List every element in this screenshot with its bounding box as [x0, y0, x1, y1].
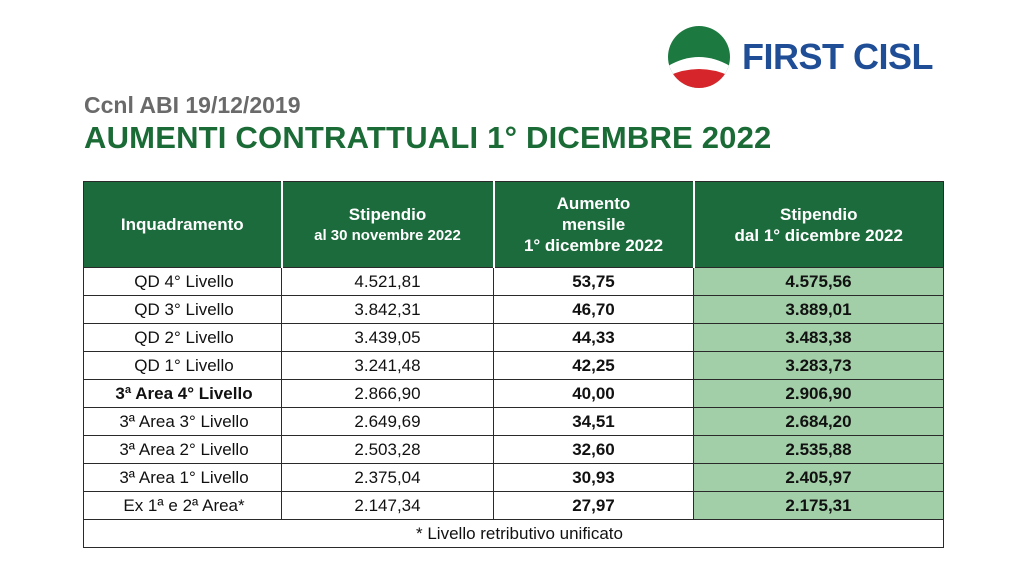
new-salary-cell: 2.175,31 [693, 491, 944, 520]
new-salary-cell: 4.575,56 [693, 267, 944, 296]
logo-text: FIRST CISL [742, 36, 934, 77]
level-cell: QD 2° Livello [83, 323, 282, 352]
table-row: QD 3° Livello 3.842,31 46,70 3.889,01 [83, 295, 944, 324]
new-salary-cell: 3.889,01 [693, 295, 944, 324]
salary-cell: 3.241,48 [281, 351, 494, 380]
new-salary-cell: 3.483,38 [693, 323, 944, 352]
new-salary-cell: 2.535,88 [693, 435, 944, 464]
table-row: QD 1° Livello 3.241,48 42,25 3.283,73 [83, 351, 944, 380]
table-row: 3ª Area 3° Livello 2.649,69 34,51 2.684,… [83, 407, 944, 436]
header-level: Inquadramento [83, 181, 283, 268]
salary-table: Inquadramento Stipendio al 30 novembre 2… [83, 181, 944, 548]
level-cell: 3ª Area 3° Livello [83, 407, 282, 436]
increase-cell: 40,00 [493, 379, 694, 408]
new-salary-cell: 2.405,97 [693, 463, 944, 492]
level-cell: Ex 1ª e 2ª Area* [83, 491, 282, 520]
table-row: QD 4° Livello 4.521,81 53,75 4.575,56 [83, 267, 944, 296]
table-row: 3ª Area 2° Livello 2.503,28 32,60 2.535,… [83, 435, 944, 464]
level-cell: 3ª Area 1° Livello [83, 463, 282, 492]
header-salary: Stipendio al 30 novembre 2022 [281, 181, 495, 268]
increase-cell: 53,75 [493, 267, 694, 296]
footnote-row: * Livello retributivo unificato [83, 519, 944, 548]
salary-cell: 3.842,31 [281, 295, 494, 324]
salary-cell: 4.521,81 [281, 267, 494, 296]
contract-subtitle: Ccnl ABI 19/12/2019 [84, 92, 301, 118]
new-salary-cell: 2.684,20 [693, 407, 944, 436]
header-new-salary: Stipendio dal 1° dicembre 2022 [693, 181, 944, 268]
table-header-row: Inquadramento Stipendio al 30 novembre 2… [83, 181, 944, 268]
page-title: AUMENTI CONTRATTUALI 1° DICEMBRE 2022 [84, 120, 772, 155]
level-cell: 3ª Area 4° Livello [83, 379, 282, 408]
level-cell: QD 4° Livello [83, 267, 282, 296]
increase-cell: 46,70 [493, 295, 694, 324]
table-row: 3ª Area 4° Livello 2.866,90 40,00 2.906,… [83, 379, 944, 408]
level-cell: QD 1° Livello [83, 351, 282, 380]
footnote: * Livello retributivo unificato [83, 519, 944, 548]
salary-cell: 2.147,34 [281, 491, 494, 520]
salary-cell: 3.439,05 [281, 323, 494, 352]
logo-emblem-icon [668, 26, 730, 88]
increase-cell: 42,25 [493, 351, 694, 380]
header-increase: Aumento mensile 1° dicembre 2022 [493, 181, 695, 268]
salary-cell: 2.375,04 [281, 463, 494, 492]
increase-cell: 32,60 [493, 435, 694, 464]
increase-cell: 44,33 [493, 323, 694, 352]
table-row: 3ª Area 1° Livello 2.375,04 30,93 2.405,… [83, 463, 944, 492]
increase-cell: 27,97 [493, 491, 694, 520]
level-cell: QD 3° Livello [83, 295, 282, 324]
increase-cell: 30,93 [493, 463, 694, 492]
table-row: Ex 1ª e 2ª Area* 2.147,34 27,97 2.175,31 [83, 491, 944, 520]
table-row: QD 2° Livello 3.439,05 44,33 3.483,38 [83, 323, 944, 352]
salary-cell: 2.649,69 [281, 407, 494, 436]
increase-cell: 34,51 [493, 407, 694, 436]
first-cisl-logo: FIRST CISL [668, 26, 948, 90]
new-salary-cell: 2.906,90 [693, 379, 944, 408]
new-salary-cell: 3.283,73 [693, 351, 944, 380]
salary-cell: 2.503,28 [281, 435, 494, 464]
level-cell: 3ª Area 2° Livello [83, 435, 282, 464]
salary-cell: 2.866,90 [281, 379, 494, 408]
